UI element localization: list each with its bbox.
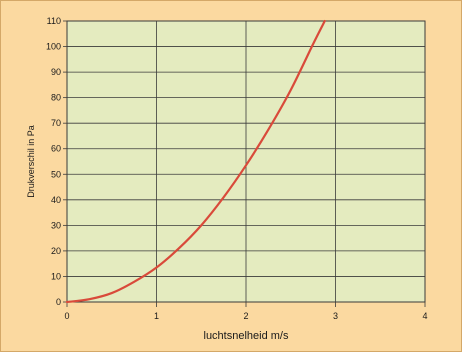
y-tick-label: 10 <box>51 271 61 281</box>
y-tick-label: 40 <box>51 195 61 205</box>
y-tick-label: 30 <box>51 220 61 230</box>
x-axis: 0 1 2 3 4 <box>64 302 428 321</box>
series-line <box>65 19 326 304</box>
x-tick-label: 2 <box>243 311 248 321</box>
y-tick-label: 20 <box>51 246 61 256</box>
series-group <box>65 19 326 304</box>
y-tick-label: 100 <box>46 42 61 52</box>
y-tick-label: 70 <box>51 118 61 128</box>
y-tick-label: 50 <box>51 169 61 179</box>
y-tick-label: 110 <box>47 16 61 26</box>
y-axis-title: Drukverschil in Pa <box>26 125 36 198</box>
x-tick-label: 1 <box>154 311 159 321</box>
x-tick-label: 0 <box>64 311 69 321</box>
y-axis: 0 10 20 30 40 50 60 70 80 90 100 110 <box>46 16 67 307</box>
y-tick-label: 0 <box>56 297 61 307</box>
x-axis-title: luchtsnelheid m/s <box>204 330 289 342</box>
grid-lines <box>67 21 425 302</box>
x-tick-label: 4 <box>422 311 427 321</box>
y-tick-label: 60 <box>51 144 61 154</box>
x-tick-label: 3 <box>333 311 338 321</box>
y-tick-label: 80 <box>51 93 61 103</box>
y-tick-label: 90 <box>51 67 61 77</box>
